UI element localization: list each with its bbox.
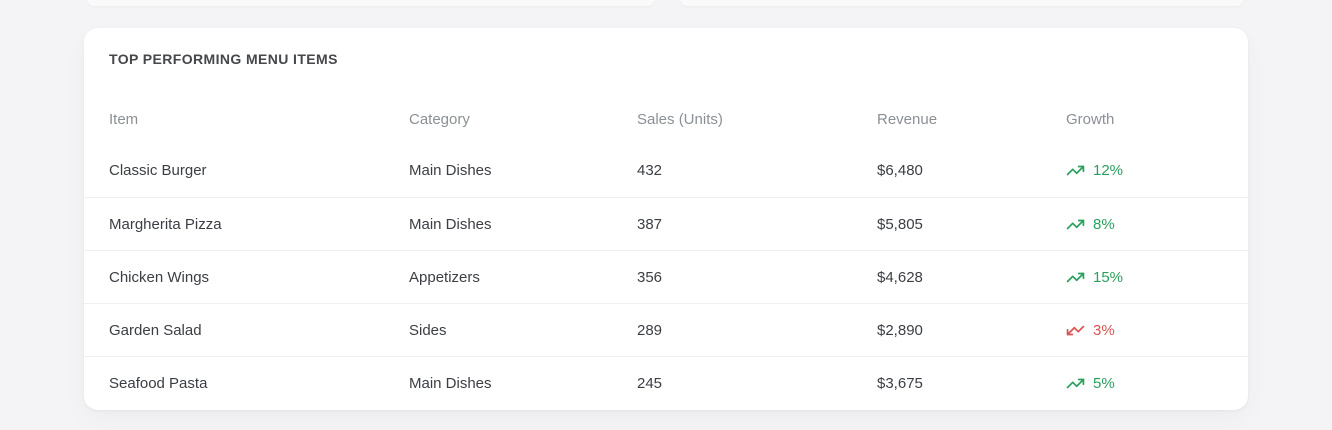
cell-growth: 12% [1066,161,1223,180]
cell-item: Chicken Wings [109,268,210,286]
cell-growth: 5% [1066,374,1223,393]
cell-category: Appetizers [409,268,480,286]
cell-category: Main Dishes [409,374,492,392]
cell-growth: 8% [1066,215,1223,234]
growth-value: 3% [1093,321,1115,339]
growth-value: 5% [1093,374,1115,392]
cell-item: Garden Salad [109,321,202,339]
growth-value: 12% [1093,162,1124,179]
col-header-revenue: Revenue [877,110,938,128]
cell-sales: 356 [637,268,663,286]
col-header-sales: Sales (Units) [637,110,723,128]
table-row: Margherita Pizza Main Dishes 387 $5,805 … [84,197,1248,250]
card-title: TOP PERFORMING MENU ITEMS [109,51,338,67]
cell-revenue: $2,890 [877,321,923,339]
trending-up-icon [1066,165,1085,176]
cell-sales: 245 [637,374,663,392]
cell-category: Main Dishes [409,215,492,233]
col-header-item: Item [109,110,139,128]
cell-revenue: $6,480 [877,162,923,179]
trending-down-icon [1066,325,1085,335]
cell-item: Seafood Pasta [109,374,208,392]
cell-sales: 432 [637,162,663,179]
cell-revenue: $4,628 [877,268,923,286]
table-row: Seafood Pasta Main Dishes 245 $3,675 5% [84,356,1248,409]
partial-card-above-right [681,0,1243,6]
table-row: Chicken Wings Appetizers 356 $4,628 15% [84,250,1248,303]
cell-revenue: $3,675 [877,374,923,392]
growth-value: 15% [1093,268,1124,286]
cell-revenue: $5,805 [877,215,923,233]
col-header-growth: Growth [1066,110,1115,128]
cell-category: Main Dishes [409,162,492,179]
trending-up-icon [1066,219,1085,229]
cell-item: Classic Burger [109,162,207,179]
cell-growth: 3% [1066,321,1223,340]
cell-category: Sides [409,321,447,339]
table-header-row: Item Category Sales (Units) Revenue Grow… [84,94,1248,144]
table-row: Classic Burger Main Dishes 432 $6,480 12… [84,144,1248,197]
table-row: Garden Salad Sides 289 $2,890 3% [84,303,1248,356]
trending-up-icon [1066,378,1085,388]
table-body: Classic Burger Main Dishes 432 $6,480 12… [84,144,1248,409]
trending-up-icon [1066,272,1085,282]
partial-card-above-left [88,0,654,6]
cell-item: Margherita Pizza [109,215,222,233]
growth-value: 8% [1093,215,1115,233]
cell-sales: 289 [637,321,663,339]
cell-sales: 387 [637,215,663,233]
cell-growth: 15% [1066,268,1223,287]
col-header-category: Category [409,110,470,128]
top-performing-menu-items-card: TOP PERFORMING MENU ITEMS Item Category … [84,28,1248,410]
